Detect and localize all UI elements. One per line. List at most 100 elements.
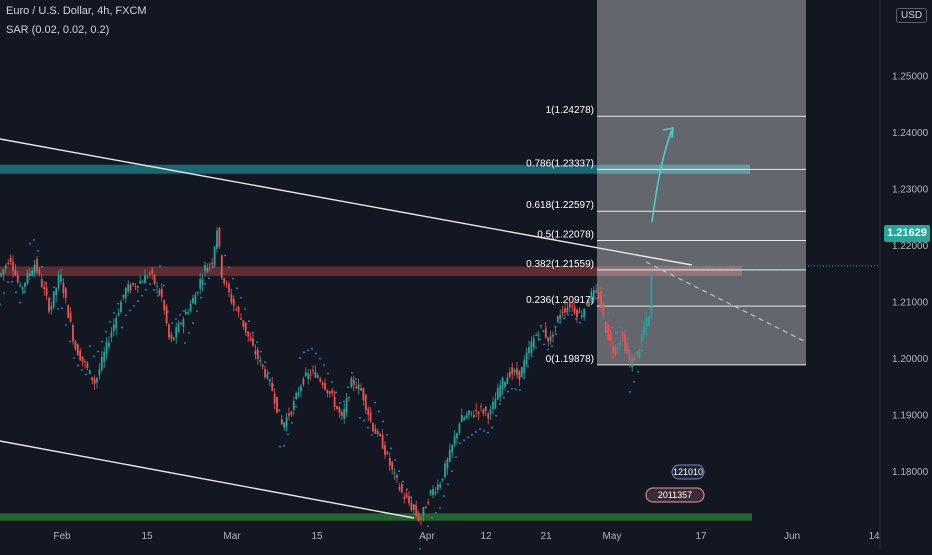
candle-body <box>312 369 314 371</box>
candle-body <box>148 273 151 275</box>
candle-body <box>374 428 377 434</box>
sar-dot <box>117 302 119 305</box>
sar-dot <box>129 309 131 312</box>
price-axis-tick: 1.25000 <box>892 71 929 82</box>
candle-body <box>204 264 206 271</box>
price-axis-tick: 1.19000 <box>892 410 929 421</box>
candle-body <box>307 373 310 379</box>
candle-body <box>552 334 554 337</box>
sar-dot <box>145 288 147 291</box>
candle-body <box>196 291 199 294</box>
candle-body <box>100 356 103 370</box>
sar-dot <box>159 265 161 268</box>
sar-dot <box>414 504 416 507</box>
sar-dot <box>244 308 246 311</box>
candle-body <box>400 484 403 493</box>
candle-body <box>408 496 410 504</box>
candle-body <box>261 364 264 367</box>
candle-body <box>403 496 406 499</box>
candle-body <box>244 322 247 333</box>
sar-dot <box>507 390 509 393</box>
sar-dot <box>583 313 585 316</box>
sar-dot <box>447 483 449 486</box>
fib-level-label: 0.382(1.21559) <box>526 259 594 270</box>
candle-body <box>396 475 398 478</box>
candle-body <box>609 333 612 342</box>
sar-dot <box>591 299 593 302</box>
candle-body <box>230 294 233 303</box>
candle-body <box>648 316 650 326</box>
price-axis-tick: 1.21000 <box>892 297 929 308</box>
sar-dot <box>649 306 651 309</box>
sar-dot <box>196 310 198 313</box>
sar-dot <box>431 517 433 519</box>
candle-body <box>91 377 94 381</box>
candle-body <box>465 414 468 418</box>
candle-body <box>451 444 454 453</box>
candle-body <box>9 258 12 262</box>
candle-body <box>254 350 257 355</box>
currency-label[interactable]: USD <box>896 8 928 23</box>
sar-dot <box>184 341 186 344</box>
candle-body <box>304 372 307 377</box>
candle-body <box>336 405 338 409</box>
candle-body <box>398 487 401 490</box>
candle-body <box>410 502 413 511</box>
candle-body <box>199 279 202 289</box>
candle-body <box>211 262 214 265</box>
candle-body <box>4 265 7 269</box>
sar-dot <box>7 281 9 284</box>
fib-level-label: 0.236(1.20917) <box>526 295 594 306</box>
candle-body <box>326 390 329 394</box>
sar-dot <box>543 343 545 346</box>
sar-dot <box>77 364 79 367</box>
candle-body <box>614 347 617 355</box>
fib-level-label: 0(1.19878) <box>546 354 594 365</box>
candle-body <box>523 360 526 374</box>
candle-body <box>163 300 166 311</box>
sar-dot <box>15 291 17 294</box>
candle-body <box>290 411 293 415</box>
sar-dot <box>398 470 400 473</box>
candle-body <box>285 417 288 427</box>
candle-body <box>540 325 542 327</box>
candle-body <box>72 325 74 342</box>
time-axis-tick: Jun <box>784 531 800 542</box>
sar-dot <box>390 447 392 450</box>
candle-body <box>216 230 218 249</box>
symbol-title[interactable]: Euro / U.S. Dollar, 4h, FXCM <box>6 5 147 17</box>
candle-body <box>232 298 235 306</box>
sar-dot <box>149 283 151 285</box>
candle-body <box>343 408 346 419</box>
sar-dot <box>587 304 589 307</box>
candle-body <box>621 334 624 337</box>
sar-dot <box>418 513 420 515</box>
candle-body <box>352 380 355 385</box>
sar-dot <box>495 414 497 417</box>
candle-body <box>67 304 70 319</box>
sar-dot <box>57 307 59 310</box>
indicator-legend[interactable]: SAR (0.02, 0.02, 0.2) <box>6 24 110 36</box>
sar-dot <box>11 280 13 283</box>
candle-body <box>388 457 391 466</box>
candle-body <box>513 369 516 373</box>
candle-body <box>218 227 221 247</box>
candle-body <box>151 269 154 274</box>
sar-dot <box>423 536 425 539</box>
candle-body <box>187 312 190 314</box>
candle-body <box>453 436 456 445</box>
candle-body <box>417 513 420 521</box>
news-badge-label: 121010 <box>673 467 703 477</box>
candle-body <box>81 356 84 362</box>
candle-body <box>460 414 463 423</box>
candle-body <box>88 369 91 374</box>
candle-body <box>530 341 533 354</box>
projection-arrowhead <box>662 127 674 139</box>
sar-dot <box>327 372 329 375</box>
sar-dot <box>125 314 127 317</box>
candle-body <box>592 290 595 299</box>
candle-body <box>182 319 185 327</box>
candle-body <box>640 334 643 342</box>
